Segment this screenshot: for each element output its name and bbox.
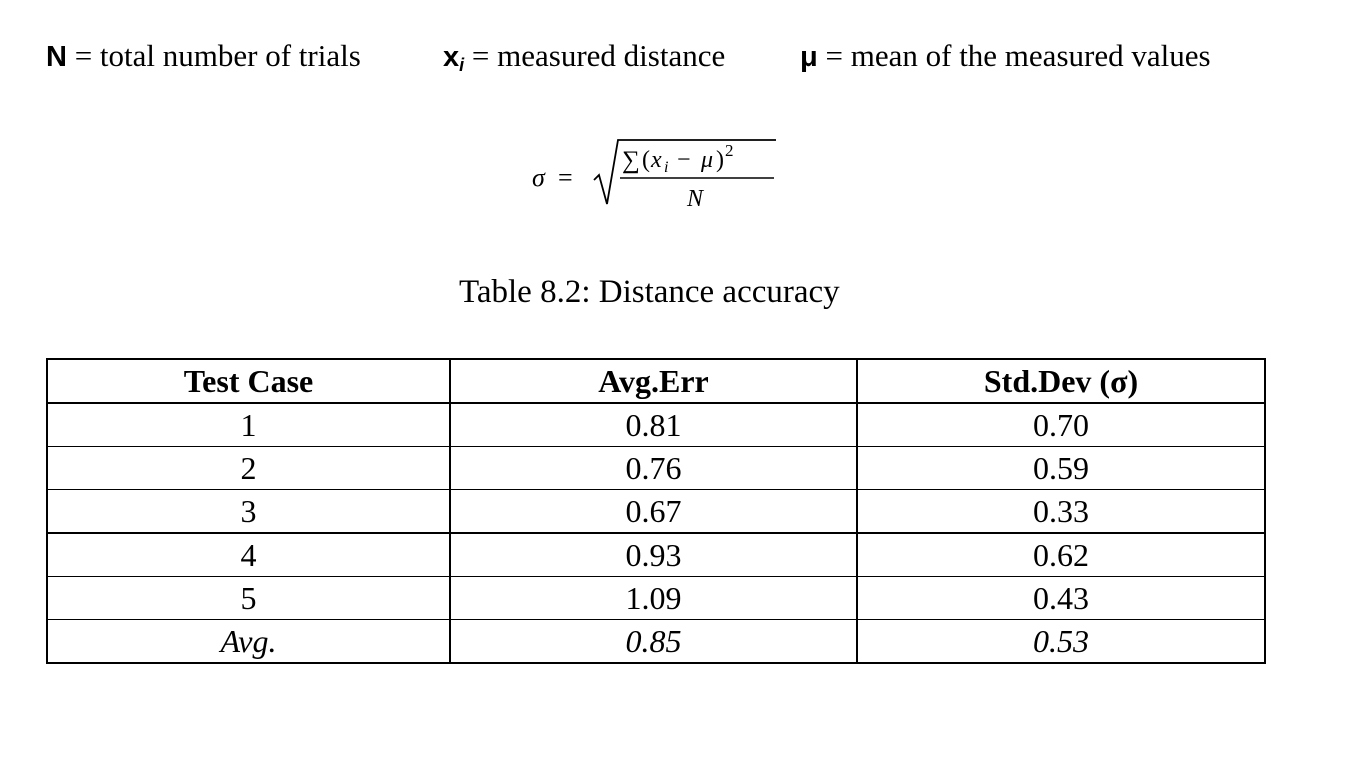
table-row: 4 0.93 0.62 <box>46 532 1266 577</box>
test-case-cell: 5 <box>46 576 451 620</box>
average-label-cell: Avg. <box>46 619 451 664</box>
column-header-test-case: Test Case <box>46 358 451 404</box>
test-case-cell: 1 <box>46 402 451 447</box>
test-case-cell: 2 <box>46 446 451 490</box>
avg-err-cell: 0.81 <box>449 402 858 447</box>
std-dev-cell: 0.43 <box>856 576 1266 620</box>
formula-exponent: 2 <box>725 141 734 160</box>
definition-x: xi = measured distance <box>443 34 725 82</box>
average-std-dev-cell: 0.53 <box>856 619 1266 664</box>
avg-err-cell: 1.09 <box>449 576 858 620</box>
definition-text: = total number of trials <box>66 38 361 73</box>
avg-err-cell: 0.67 <box>449 489 858 534</box>
definition-mu: μ = mean of the measured values <box>800 34 1211 79</box>
formula-equals: = <box>558 163 573 192</box>
definition-symbol: μ <box>800 41 818 73</box>
radical-sign <box>593 139 776 205</box>
average-avg-err-cell: 0.85 <box>449 619 858 664</box>
formula-mu: μ <box>700 147 713 173</box>
table-caption: Table 8.2: Distance accuracy <box>459 274 840 310</box>
definition-text: = measured distance <box>464 38 726 73</box>
std-dev-cell: 0.59 <box>856 446 1266 490</box>
std-dev-cell: 0.62 <box>856 532 1266 577</box>
formula-x-subscript: i <box>664 159 668 176</box>
definition-symbol: x <box>443 41 460 73</box>
column-header-avg-err: Avg.Err <box>449 358 858 404</box>
table-row: 1 0.81 0.70 <box>46 402 1266 447</box>
std-dev-formula: σ = ∑ ( x i − μ ) 2 N <box>530 134 790 214</box>
definition-symbol: N <box>46 41 67 73</box>
table-row: 2 0.76 0.59 <box>46 446 1266 490</box>
formula-minus: − <box>677 147 691 173</box>
definition-text: = mean of the measured values <box>817 38 1211 73</box>
avg-err-cell: 0.93 <box>449 532 858 577</box>
formula-sigma: σ <box>532 163 546 192</box>
definitions-line: N = total number of trials xi = measured… <box>0 34 1366 78</box>
definition-n: N = total number of trials <box>46 34 361 79</box>
std-dev-cell: 0.33 <box>856 489 1266 534</box>
std-dev-cell: 0.70 <box>856 402 1266 447</box>
avg-err-cell: 0.76 <box>449 446 858 490</box>
table-row: 5 1.09 0.43 <box>46 576 1266 620</box>
formula-open-paren: ( <box>642 147 650 173</box>
test-case-cell: 3 <box>46 489 451 534</box>
formula-close-paren: ) <box>716 147 724 173</box>
test-case-cell: 4 <box>46 532 451 577</box>
definition-subscript: i <box>459 55 465 75</box>
distance-accuracy-table: Test Case Avg.Err Std.Dev (σ) 1 0.81 0.7… <box>46 358 1266 664</box>
formula-denominator: N <box>686 186 705 212</box>
table-average-row: Avg. 0.85 0.53 <box>46 619 1266 664</box>
table-header-row: Test Case Avg.Err Std.Dev (σ) <box>46 358 1266 404</box>
formula-sum: ∑ <box>622 147 640 174</box>
column-header-std-dev: Std.Dev (σ) <box>856 358 1266 404</box>
table-row: 3 0.67 0.33 <box>46 489 1266 534</box>
formula-x: x <box>650 147 662 173</box>
